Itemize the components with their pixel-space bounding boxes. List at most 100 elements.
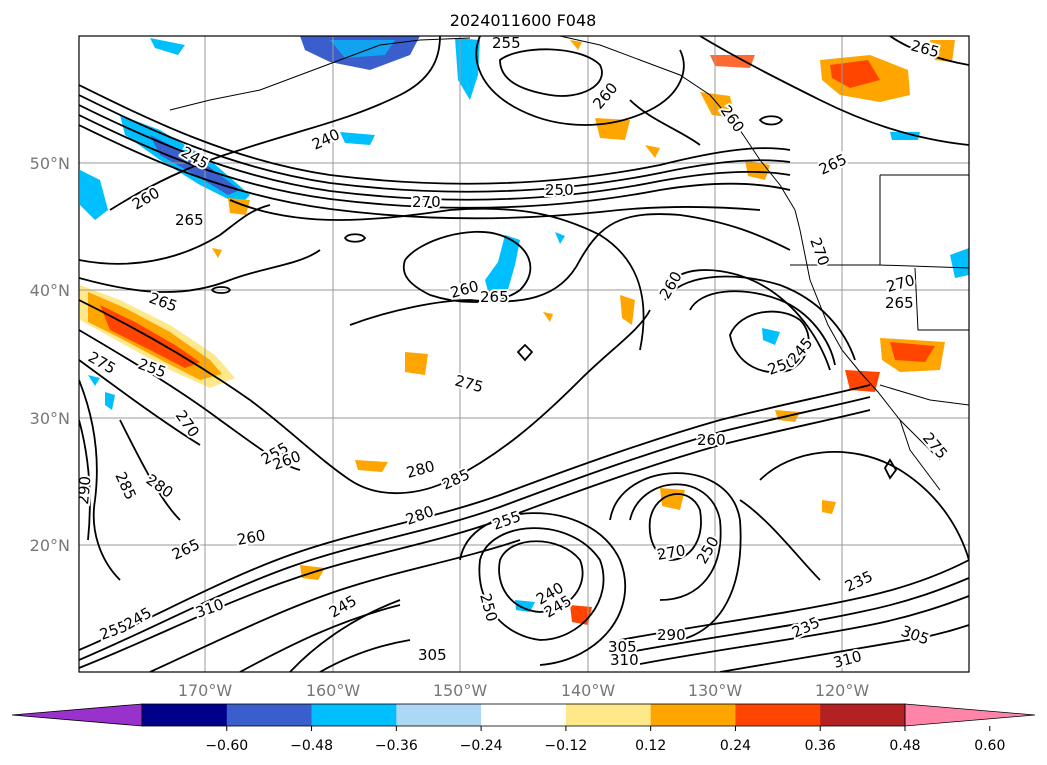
contour-line xyxy=(475,36,685,126)
contour-line xyxy=(79,396,871,661)
shade-blue-region xyxy=(330,40,395,58)
shade-orange-region xyxy=(595,118,630,140)
colorbar-tick-label: −0.24 xyxy=(460,738,503,754)
contour-line xyxy=(609,472,742,641)
shade-blue-region xyxy=(950,248,969,278)
contour-line xyxy=(478,527,605,641)
shade-orange-region xyxy=(355,460,388,472)
shade-orange-region xyxy=(620,295,635,325)
contour-label: 310 xyxy=(610,651,639,669)
contour-line xyxy=(79,379,121,581)
lat-label: 20°N xyxy=(30,536,70,555)
contour-line xyxy=(459,512,626,666)
colorbar-tick-label: 0.12 xyxy=(635,738,666,754)
map-frame xyxy=(78,35,970,673)
contour-line xyxy=(889,36,969,66)
contour-line xyxy=(79,384,871,651)
lon-label: 150°W xyxy=(433,681,488,700)
shade-blue-region xyxy=(555,232,565,244)
contour-line xyxy=(629,483,722,601)
contour-line xyxy=(109,36,441,211)
map-title: 2024011600 F048 xyxy=(450,11,597,30)
contour-label: 270 xyxy=(412,193,441,211)
lon-label: 170°W xyxy=(178,681,233,700)
bc-coast xyxy=(794,209,941,461)
contour-line xyxy=(719,624,969,672)
shade-orange-region xyxy=(845,370,880,392)
colorbar-segment xyxy=(735,704,821,726)
lat-label: 40°N xyxy=(30,281,70,300)
contour-label: 255 xyxy=(492,34,521,52)
colorbar-segment xyxy=(650,704,736,726)
shade-blue-region xyxy=(762,328,780,345)
contour-line xyxy=(689,290,836,366)
lon-label: 120°W xyxy=(815,681,870,700)
contour-line xyxy=(149,539,521,672)
colorbar-tick-label: −0.48 xyxy=(290,738,333,754)
contour-label: 265 xyxy=(480,288,509,306)
contour-line xyxy=(79,94,791,193)
contour-label: 305 xyxy=(418,646,447,664)
colorbar-tick-label: 0.36 xyxy=(805,738,836,754)
contour-line xyxy=(319,639,411,672)
colorbar-tick-label: −0.36 xyxy=(375,738,418,754)
contour-line xyxy=(79,419,91,541)
contour-line xyxy=(349,213,791,326)
shade-blue-region xyxy=(455,38,480,100)
colorbar-segment xyxy=(396,704,482,726)
contour-line xyxy=(79,84,791,185)
contour-line xyxy=(79,329,301,471)
contour-line xyxy=(79,204,271,265)
colorbar-tick-label: −0.60 xyxy=(205,738,248,754)
contour-line xyxy=(498,540,584,613)
lat-labels: 50°N 40°N 30°N 20°N xyxy=(30,154,70,555)
state-border xyxy=(914,267,969,331)
colorbar-segment xyxy=(142,704,228,726)
shade-blue-region xyxy=(485,235,520,300)
shade-orange-region xyxy=(405,352,428,375)
contour-label: 260 xyxy=(697,431,726,449)
contour-line xyxy=(619,559,969,641)
contour-line xyxy=(210,286,232,294)
state-border xyxy=(879,264,969,269)
alaska-coast xyxy=(169,37,471,111)
contour-label: 305 xyxy=(608,638,637,656)
shade-blue-region xyxy=(340,132,375,145)
colorbar-extend-low xyxy=(11,703,143,727)
contour-line xyxy=(79,409,871,669)
contour-line xyxy=(239,604,401,672)
colorbar-segment xyxy=(565,704,652,726)
shade-orange-region xyxy=(543,312,553,322)
shade-orange-region xyxy=(570,40,582,50)
contour-lines xyxy=(79,36,969,672)
contour-line xyxy=(758,115,784,126)
shade-orange-region xyxy=(890,342,935,362)
contour-line xyxy=(289,599,401,672)
lon-label: 140°W xyxy=(561,681,616,700)
colorbar-frame xyxy=(141,703,906,727)
shade-orange-region xyxy=(822,500,836,514)
contour-line xyxy=(119,419,181,521)
colorbar-segment xyxy=(311,704,397,726)
contour-line xyxy=(629,99,701,146)
lon-label: 160°W xyxy=(306,681,361,700)
contour-line xyxy=(883,458,898,480)
lon-labels: 170°W 160°W 150°W 140°W 130°W 120°W xyxy=(178,681,870,700)
shade-blue-region xyxy=(105,392,115,410)
shade-orange-region xyxy=(212,248,222,258)
contour-line xyxy=(629,577,969,653)
contour-line xyxy=(79,249,321,293)
shade-blue-region xyxy=(88,375,100,386)
contour-line xyxy=(229,199,645,351)
contour-line xyxy=(729,310,810,374)
shade-orange-region xyxy=(645,145,660,158)
mexico-border xyxy=(879,384,969,406)
contour-line xyxy=(79,114,791,209)
colorbar-tick-label: 0.48 xyxy=(889,738,920,754)
contour-line xyxy=(759,451,969,561)
contour-line xyxy=(343,233,367,243)
colorbar-tick-label: 0.60 xyxy=(974,738,1005,754)
colorbar-segment xyxy=(481,704,567,726)
contour-line xyxy=(679,269,831,371)
lat-label: 30°N xyxy=(30,409,70,428)
